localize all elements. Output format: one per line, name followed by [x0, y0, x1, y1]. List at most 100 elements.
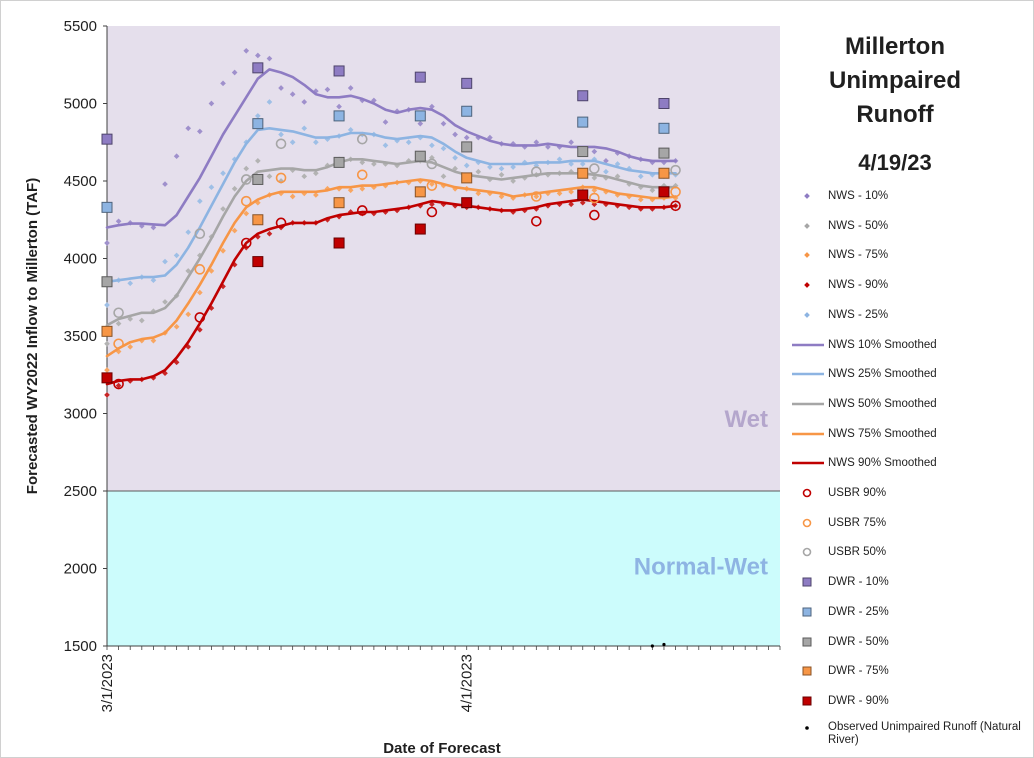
series-usbr-50-	[113, 133, 681, 319]
legend-label: NWS 90% Smoothed	[828, 457, 937, 470]
nws-point	[196, 198, 203, 204]
dwr-point	[414, 71, 426, 83]
legend-item: NWS 90% Smoothed	[790, 453, 937, 473]
nws-point	[510, 178, 516, 184]
usbr-point	[275, 217, 287, 229]
dwr-point	[658, 147, 670, 159]
nws-point	[487, 164, 493, 170]
nws-point	[556, 190, 563, 197]
dwr-point	[414, 150, 426, 162]
nws-point	[324, 86, 331, 93]
nws-point	[498, 165, 505, 172]
nws-point	[173, 323, 180, 330]
legend-swatch-diamond	[804, 252, 810, 259]
series-nws-75-smoothed	[105, 178, 677, 358]
legend-label: DWR - 10%	[828, 576, 889, 589]
nws-point	[452, 131, 458, 138]
nws-point	[637, 173, 644, 180]
legend-marker	[802, 518, 812, 527]
legend-swatch-square	[802, 637, 812, 646]
nws-point	[463, 134, 470, 141]
nws-point	[196, 326, 203, 333]
nws-point	[278, 131, 284, 138]
dwr-point	[252, 118, 264, 130]
nws-point	[162, 181, 168, 187]
nws-point	[313, 139, 319, 146]
legend-label: NWS - 10%	[828, 190, 889, 202]
nws-point	[533, 139, 540, 146]
title-line-1: Millerton	[845, 33, 945, 60]
nws-point	[162, 258, 168, 265]
usbr-point	[531, 166, 542, 177]
legend-marker	[802, 548, 812, 557]
legend-marker	[804, 193, 810, 199]
nws-point	[313, 192, 319, 198]
nws-point	[568, 201, 574, 208]
nws-point	[104, 240, 110, 246]
observed-point	[662, 642, 666, 647]
x-axis-ticks: 3/1/2023 4/1/2023	[99, 646, 781, 712]
title-line-2: Unimpaired	[828, 67, 962, 94]
dwr-point	[101, 133, 113, 145]
usbr-point	[670, 164, 681, 176]
dwr-point	[333, 237, 345, 249]
usbr-point	[426, 180, 438, 191]
nws-point	[313, 170, 319, 177]
usbr-point	[589, 209, 600, 221]
nws-point	[208, 184, 215, 191]
legend-item: DWR - 75%	[790, 661, 889, 681]
nws-point	[498, 171, 505, 178]
legend-label: NWS - 90%	[828, 279, 889, 292]
nws-point	[417, 120, 424, 127]
legend-item: DWR - 25%	[790, 602, 889, 622]
legend-label: DWR - 90%	[828, 694, 889, 707]
nws-point	[510, 164, 516, 170]
dwr-point	[461, 105, 473, 117]
usbr-point	[194, 228, 206, 239]
y-tick-label: 3500	[64, 328, 97, 345]
series-observed-runoff	[650, 642, 666, 648]
nws-point	[185, 125, 192, 132]
dwr-point	[461, 141, 473, 153]
x-tick-label: 3/1/2023	[99, 654, 116, 712]
dwr-point	[333, 110, 345, 122]
dwr-point	[414, 110, 426, 122]
nws-point	[556, 156, 563, 163]
nws-point	[243, 165, 250, 172]
nws-point	[104, 340, 110, 347]
usbr-point	[670, 186, 681, 198]
legend-swatch-circle	[802, 548, 812, 557]
usbr-point	[113, 378, 124, 390]
nws-point	[452, 154, 458, 161]
dwr-point	[101, 325, 113, 337]
nws-point	[371, 161, 377, 167]
legend-marker	[802, 696, 812, 706]
legend-label: NWS - 50%	[828, 219, 889, 232]
usbr-point	[240, 195, 252, 207]
nws-point	[266, 99, 273, 105]
y-tick-label: 2000	[64, 561, 97, 578]
nws-point	[104, 367, 110, 373]
series-dwr-75-	[101, 167, 670, 337]
nws-point	[220, 206, 226, 212]
usbr-point	[275, 172, 287, 184]
nws-point	[115, 382, 122, 389]
usbr-point	[426, 158, 438, 170]
legend-item: NWS - 75%	[790, 245, 888, 265]
dwr-point	[577, 146, 589, 158]
series-dwr-90-	[101, 186, 670, 384]
x-tick-label: 4/1/2023	[459, 654, 476, 712]
usbr-point	[194, 264, 206, 275]
dwr-point	[577, 189, 589, 201]
legend-label: USBR 90%	[828, 487, 887, 499]
y-tick-label: 4500	[64, 173, 97, 190]
nws-point	[127, 280, 134, 287]
nws-point	[347, 85, 354, 91]
series-dwr-50-	[101, 141, 670, 288]
dwr-point	[461, 77, 473, 89]
nws-point	[162, 299, 168, 305]
dwr-point	[333, 156, 345, 168]
dwr-point	[252, 62, 264, 74]
